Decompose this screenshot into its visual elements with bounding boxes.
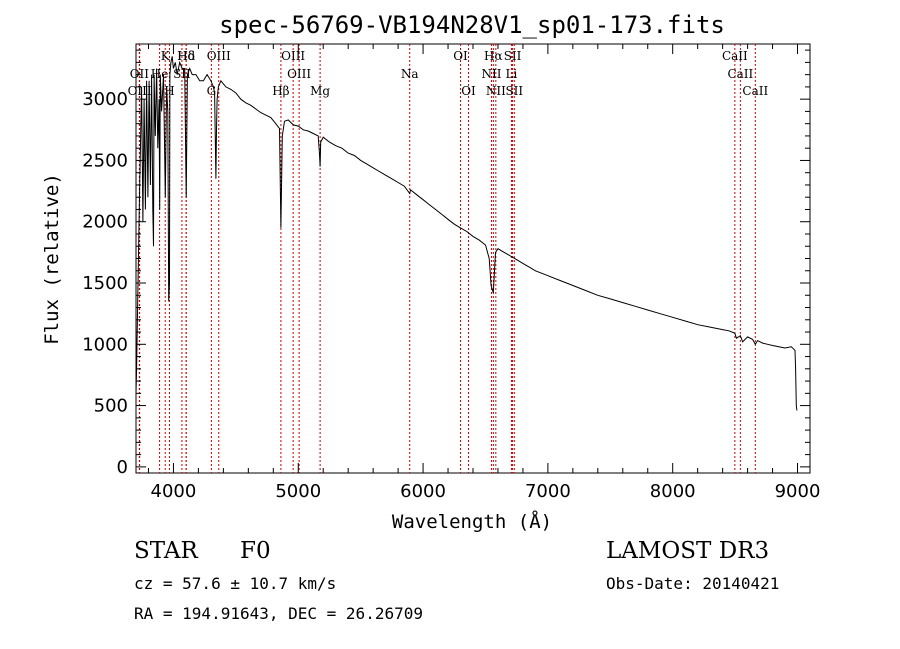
emission-line-label-8: CaII (722, 49, 748, 63)
emission-line-label-22: OI (461, 84, 476, 98)
y-tick-label-2: 1000 (82, 334, 128, 355)
emission-line-label-0: Hδ (177, 49, 195, 63)
x-tick-label-4: 8000 (650, 481, 696, 502)
redshift-value: cz = 57.6 ± 10.7 km/s (134, 574, 337, 593)
emission-line-markers (138, 44, 756, 473)
y-tick-label-1: 500 (94, 396, 128, 417)
emission-line-label-20: Hβ (272, 84, 289, 98)
emission-line-label-24: SII (505, 84, 523, 98)
y-tick-label-3: 1500 (82, 273, 128, 294)
emission-line-label-4: OIII (281, 49, 305, 63)
chart-title: spec-56769-VB194N28V1_sp01-173.fits (219, 11, 725, 39)
x-tick-label-5: 9000 (775, 481, 821, 502)
x-tick-label-1: 5000 (275, 481, 321, 502)
emission-line-label-5: OI (453, 49, 468, 63)
obs-date: Obs-Date: 20140421 (606, 574, 780, 593)
emission-line-label-15: Li (506, 67, 518, 81)
spectrum-series-line (135, 56, 798, 411)
emission-line-label-14: NII (481, 67, 501, 81)
emission-line-label-3: OIII (207, 49, 231, 63)
emission-line-label-1: K (161, 49, 171, 63)
emission-line-label-6: Hα (484, 49, 503, 63)
plot-frame (135, 43, 811, 474)
emission-line-label-21: Mg (310, 84, 330, 98)
y-axis-label: Flux (relative) (41, 173, 63, 345)
emission-line-label-23: NII (486, 84, 506, 98)
y-tick-label-0: 0 (117, 457, 128, 478)
emission-line-label-10: He (151, 67, 169, 81)
x-tick-label-2: 6000 (400, 481, 446, 502)
emission-line-label-19: G (207, 84, 217, 98)
object-subclass: F0 (240, 538, 271, 564)
emission-line-label-12: OIII (287, 67, 311, 81)
y-tick-label-6: 3000 (82, 89, 128, 110)
x-axis-ticks: 4000 5000 6000 7000 8000 9000 (147, 44, 821, 502)
emission-line-label-13: Na (401, 67, 419, 81)
emission-line-label-25: CaII (742, 84, 768, 98)
x-axis-label: Wavelength (Å) (392, 510, 552, 533)
emission-line-label-11: SII (173, 67, 191, 81)
coordinates: RA = 194.91643, DEC = 26.26709 (134, 604, 423, 623)
emission-line-label-16: CaII (727, 67, 753, 81)
survey-name: LAMOST DR3 (606, 538, 770, 564)
object-class: STAR (134, 538, 198, 564)
y-axis-ticks: 0 500 1000 1500 2000 2500 3000 (82, 49, 810, 478)
emission-line-label-17: OIII (128, 84, 152, 98)
emission-line-label-7: SII (504, 49, 522, 63)
x-tick-label-3: 7000 (525, 481, 571, 502)
y-tick-label-4: 2000 (82, 212, 128, 233)
x-tick-label-0: 4000 (151, 481, 197, 502)
emission-line-label-2: Hd (177, 49, 195, 63)
y-tick-label-5: 2500 (82, 150, 128, 171)
emission-line-label-9: OII (130, 67, 150, 81)
